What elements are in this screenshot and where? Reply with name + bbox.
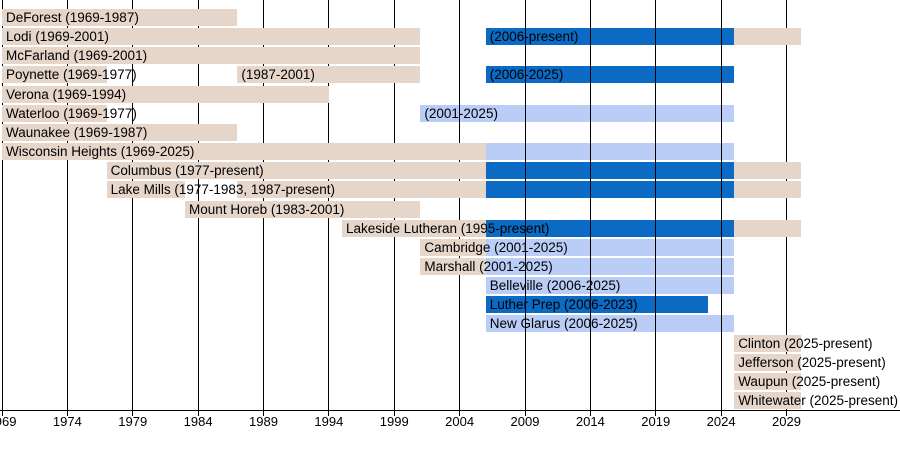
x-axis-tick-label-1974: 1974 [52, 414, 82, 429]
bar-cambridge-2006 [485, 238, 735, 256]
label-clinton: Clinton (2025-present) [738, 335, 873, 351]
bar-marshall-2006 [485, 257, 735, 275]
bar-poynette-1987 [237, 66, 421, 84]
bar-lakeside-lutheran-2006 [485, 219, 735, 237]
bar-whitewater-2025 [734, 392, 801, 409]
bar-lake-mills-2006 [485, 181, 735, 199]
label-luther-prep: Luther Prep (2006-2023) [489, 297, 638, 313]
x-axis-tick-1979 [132, 411, 134, 416]
label-deforest: DeForest (1969-1987) [6, 10, 139, 25]
bar-luther-prep-2006 [485, 296, 709, 314]
bar-lake-mills-1977 [106, 181, 186, 199]
x-axis-tick-label-1984: 1984 [183, 414, 213, 429]
x-axis-line [0, 410, 900, 411]
x-axis-tick-1969 [1, 411, 3, 416]
gridline-1969 [1, 0, 3, 410]
bar-waterloo-1969 [2, 104, 107, 122]
bar-marshall-2001 [420, 257, 486, 275]
bar-wisconsin-heights-2006 [485, 143, 735, 161]
x-axis-tick-1999 [393, 411, 395, 416]
x-axis-tick-label-2029: 2029 [772, 414, 801, 429]
x-axis-tick-2009 [524, 411, 526, 416]
gridline-1974 [66, 0, 68, 410]
gridline-2019 [655, 0, 657, 410]
label-whitewater: Whitewater (2025-present) [738, 393, 899, 408]
label-mcfarland: McFarland (1969-2001) [6, 48, 148, 64]
bar-waupun-2025 [734, 372, 801, 390]
bar-wisconsin-heights-1969 [2, 143, 486, 161]
x-axis-tick-2024 [720, 411, 722, 416]
gridline-2004 [459, 0, 461, 410]
x-axis-tick-2029 [786, 411, 787, 416]
label-waunakee: Waunakee (1969-1987) [6, 124, 148, 140]
label-poynette: Poynette (1969-1977) [6, 67, 137, 83]
label-waterloo: (2001-2025) [424, 105, 498, 121]
x-axis-tick-label-1999: 1999 [379, 414, 409, 429]
x-axis-tick-1984 [197, 411, 199, 416]
bar-mount-horeb-1983 [185, 200, 421, 218]
bar-jefferson-2025 [734, 353, 801, 371]
label-jefferson: Jefferson (2025-present) [738, 354, 886, 370]
label-lodi: Lodi (1969-2001) [6, 29, 109, 45]
gridline-2014 [589, 0, 591, 410]
x-axis-tick-label-2009: 2009 [510, 414, 540, 429]
x-axis-tick-label-2004: 2004 [445, 414, 475, 429]
label-verona: Verona (1969-1994) [6, 86, 127, 102]
x-axis-tick-2014 [589, 411, 591, 416]
label-waupun: Waupun (2025-present) [738, 373, 881, 389]
bar-lake-mills-2025 [734, 181, 801, 199]
bar-lodi-1969 [2, 28, 421, 46]
x-axis-tick-label-2019: 2019 [641, 414, 671, 429]
label-marshall: Marshall (2001-2025) [424, 258, 553, 274]
label-belleville: Belleville (2006-2025) [489, 278, 621, 294]
gridline-2024 [720, 0, 722, 410]
gridline-2009 [524, 0, 526, 410]
label-mount-horeb: Mount Horeb (1983-2001) [189, 201, 345, 217]
x-axis-tick-1974 [66, 411, 68, 416]
gridline-2029 [786, 0, 787, 410]
gridline-1979 [132, 0, 134, 410]
label-poynette: (2006-2025) [489, 67, 564, 83]
label-lodi: (2006-present) [489, 29, 579, 45]
x-axis-tick-label-1994: 1994 [314, 414, 344, 429]
x-axis-tick-1994 [328, 411, 330, 416]
bar-belleville-2006 [485, 277, 735, 295]
bar-lakeside-lutheran-2025 [734, 219, 801, 237]
label-lakeside-lutheran: Lakeside Lutheran (1995-present) [345, 220, 550, 236]
bar-deforest-1969 [2, 9, 238, 26]
x-axis-tick-label-2014: 2014 [575, 414, 605, 429]
label-cambridge: Cambridge (2001-2025) [424, 239, 568, 255]
label-wisconsin-heights: Wisconsin Heights (1969-2025) [6, 144, 195, 160]
x-axis-tick-label-1989: 1989 [249, 414, 278, 429]
label-waterloo: Waterloo (1969-1977) [6, 105, 137, 121]
bar-poynette-1969 [2, 66, 107, 84]
label-new-glarus: New Glarus (2006-2025) [489, 316, 638, 332]
bar-lakeside-lutheran-1995 [341, 219, 486, 237]
bar-columbus-1977 [106, 162, 486, 180]
bar-clinton-2025 [734, 334, 801, 352]
x-axis-tick-label-1969: 1969 [0, 414, 17, 429]
bar-poynette-2006 [485, 66, 735, 84]
bar-verona-1969 [2, 85, 329, 103]
bar-cambridge-2001 [420, 238, 486, 256]
label-lake-mills: Lake Mills (1977-1983, 1987-present) [110, 182, 335, 198]
x-axis-tick-1989 [263, 411, 264, 416]
bar-waunakee-1969 [2, 123, 238, 141]
bar-mcfarland-1969 [2, 47, 421, 65]
bar-columbus-2025 [734, 162, 801, 180]
bar-lake-mills-1987 [237, 181, 486, 199]
x-axis-tick-2004 [459, 411, 461, 416]
x-axis-tick-label-2024: 2024 [706, 414, 736, 429]
bar-columbus-2006 [485, 162, 735, 180]
x-axis-tick-2019 [655, 411, 657, 416]
label-poynette: (1987-2001) [241, 67, 315, 83]
label-columbus: Columbus (1977-present) [110, 163, 264, 179]
bar-lodi-2025 [734, 28, 801, 46]
x-axis-tick-label-1979: 1979 [118, 414, 148, 429]
bar-new-glarus-2006 [485, 315, 735, 333]
bar-lodi-2006 [485, 28, 735, 46]
